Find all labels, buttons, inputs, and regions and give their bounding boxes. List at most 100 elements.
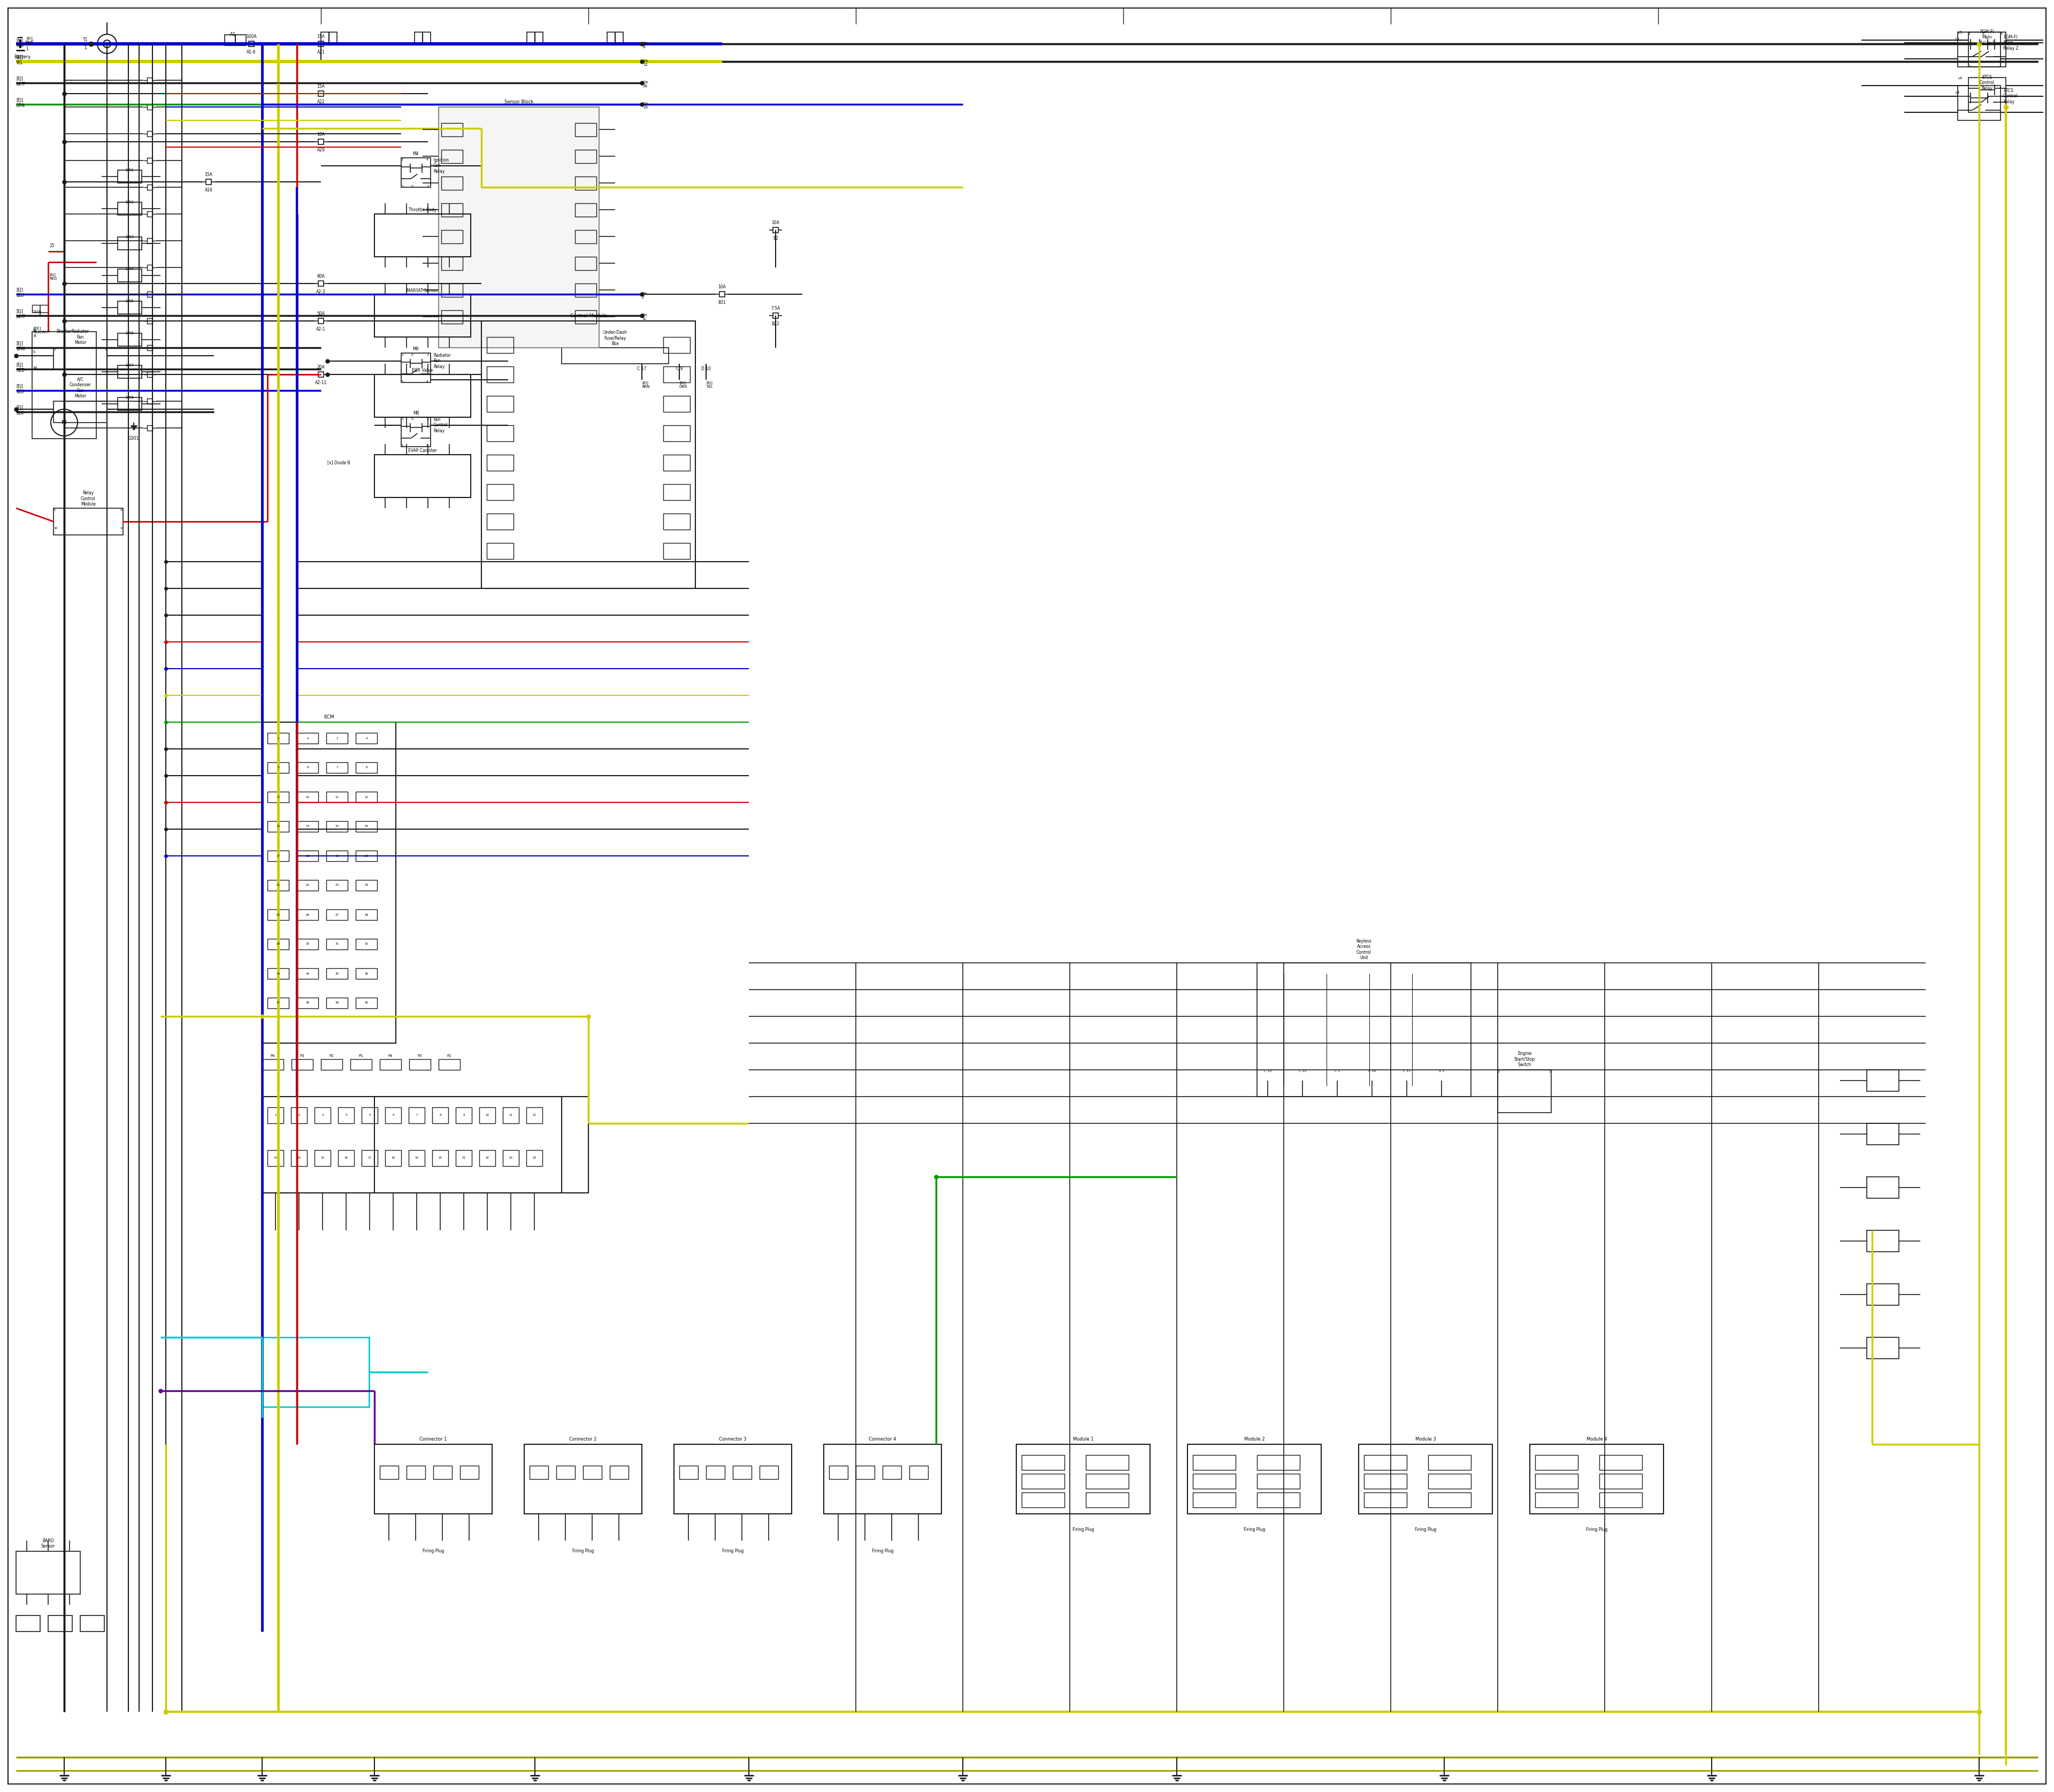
Text: 100A: 100A — [246, 34, 257, 39]
Text: 19: 19 — [335, 855, 339, 857]
Text: [EJ]
WHT: [EJ] WHT — [16, 310, 25, 319]
Bar — [327, 968, 347, 978]
Bar — [380, 1466, 398, 1478]
Bar — [148, 371, 152, 376]
Bar — [1087, 1473, 1128, 1489]
Bar — [1428, 1493, 1471, 1507]
Bar — [374, 1444, 493, 1514]
Text: 10: 10 — [306, 796, 310, 799]
Text: Dn
2: Dn 2 — [641, 292, 647, 299]
Bar — [442, 151, 462, 163]
Text: C 22: C 22 — [1298, 1070, 1306, 1073]
Text: SW3: SW3 — [125, 235, 134, 238]
Bar — [362, 1150, 378, 1167]
Text: L5: L5 — [1957, 30, 1962, 34]
Bar — [1968, 32, 2007, 66]
Text: 1: 1 — [401, 353, 403, 357]
Text: 4: 4 — [121, 527, 123, 530]
Text: L4: L4 — [1955, 91, 1960, 95]
Bar — [561, 348, 670, 364]
Bar — [575, 177, 596, 190]
Text: Module 2: Module 2 — [1245, 1437, 1265, 1441]
Text: 23: 23 — [335, 883, 339, 887]
Text: D 10: D 10 — [700, 366, 711, 371]
Text: Dn
28: Dn 28 — [643, 81, 649, 88]
Bar — [557, 1466, 575, 1478]
Bar — [1428, 1455, 1471, 1469]
Bar — [1364, 1493, 1407, 1507]
Bar — [663, 455, 690, 471]
Text: 1: 1 — [401, 185, 403, 188]
Bar — [409, 1150, 425, 1167]
Text: Relay
Control
Module: Relay Control Module — [80, 491, 97, 507]
Text: 2: 2 — [427, 353, 429, 357]
Text: [EJ]
RED: [EJ] RED — [16, 362, 25, 373]
Bar — [1867, 1337, 1898, 1358]
Text: 34: 34 — [306, 973, 310, 975]
Text: T4: T4 — [33, 330, 37, 332]
Bar — [663, 425, 690, 441]
Text: ECM: ECM — [325, 715, 335, 719]
Bar — [314, 1150, 331, 1167]
Text: 10A: 10A — [719, 285, 725, 289]
Text: 3: 3 — [401, 158, 403, 161]
Bar — [575, 256, 596, 271]
Bar — [1358, 1444, 1493, 1514]
Bar — [407, 1466, 425, 1478]
Bar — [1087, 1455, 1128, 1469]
Bar — [16, 1552, 80, 1595]
Bar — [47, 1615, 72, 1631]
Text: Radiator
Fan
Motor: Radiator Fan Motor — [72, 330, 88, 346]
Text: M: M — [62, 419, 68, 425]
Bar — [1957, 86, 2001, 120]
Text: Firing Plug: Firing Plug — [423, 1548, 444, 1554]
Bar — [663, 396, 690, 412]
Bar — [1021, 1473, 1064, 1489]
Bar — [440, 108, 600, 348]
Bar — [314, 1107, 331, 1124]
Text: Firing Plug: Firing Plug — [723, 1548, 744, 1554]
Bar — [1364, 1455, 1407, 1469]
Text: Module 3: Module 3 — [1415, 1437, 1436, 1441]
Bar — [267, 1150, 283, 1167]
Text: Firing Plug: Firing Plug — [1586, 1527, 1608, 1532]
Bar — [292, 1059, 312, 1070]
Bar — [1087, 1493, 1128, 1507]
Bar — [1600, 1473, 1641, 1489]
Bar — [487, 337, 514, 353]
Bar — [267, 909, 290, 919]
Bar — [327, 733, 347, 744]
Text: Keyless
Access
Control
Unit: Keyless Access Control Unit — [1356, 939, 1372, 961]
Bar — [148, 292, 152, 297]
Bar — [339, 1150, 353, 1167]
Bar — [148, 265, 152, 271]
Text: L1: L1 — [1955, 38, 1960, 41]
Bar — [401, 418, 431, 446]
Text: 15A: 15A — [316, 34, 325, 39]
Bar — [663, 337, 690, 353]
Bar — [339, 1107, 353, 1124]
Text: 23: 23 — [509, 1158, 514, 1159]
Bar — [267, 939, 290, 950]
Bar — [431, 1150, 448, 1167]
Text: C 17: C 17 — [637, 366, 647, 371]
Bar — [148, 131, 152, 136]
Text: 12: 12 — [532, 1115, 536, 1116]
Bar — [1257, 962, 1471, 1097]
Text: 15A: 15A — [316, 84, 325, 90]
Bar — [575, 283, 596, 297]
Bar — [117, 237, 142, 249]
Bar — [608, 32, 622, 43]
Bar — [327, 909, 347, 919]
Text: ETCS
Control
Relay: ETCS Control Relay — [1980, 75, 1994, 91]
Bar — [355, 880, 378, 891]
Bar — [487, 455, 514, 471]
Bar — [1428, 1473, 1471, 1489]
Bar — [148, 185, 152, 190]
Text: 27: 27 — [335, 914, 339, 916]
Bar — [148, 104, 152, 109]
Bar — [575, 124, 596, 136]
Bar — [1021, 1493, 1064, 1507]
Bar — [148, 425, 152, 430]
Bar — [320, 1059, 343, 1070]
